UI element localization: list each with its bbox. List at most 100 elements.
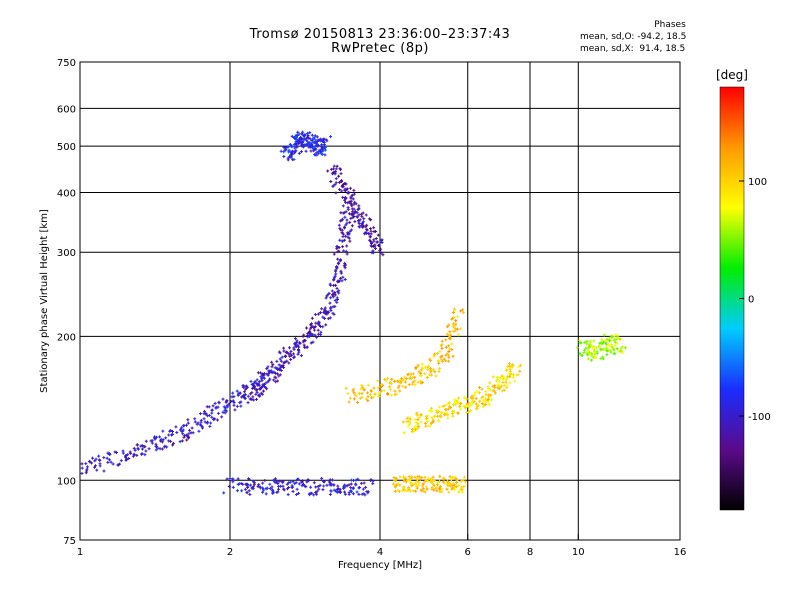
- data-point: [607, 343, 611, 347]
- data-point: [368, 235, 372, 239]
- data-point: [305, 345, 309, 349]
- data-point: [374, 247, 378, 251]
- data-point: [342, 211, 346, 215]
- data-point: [405, 416, 409, 420]
- data-point: [350, 224, 354, 228]
- data-point: [113, 450, 117, 454]
- data-point: [613, 338, 617, 342]
- data-point: [445, 325, 449, 329]
- data-point: [371, 395, 375, 399]
- data-points: [80, 130, 627, 497]
- data-point: [252, 398, 256, 402]
- data-point: [488, 381, 492, 385]
- data-point: [305, 480, 309, 484]
- data-point: [444, 408, 448, 412]
- data-point: [312, 481, 316, 485]
- data-point: [232, 403, 236, 407]
- data-point: [246, 394, 250, 398]
- data-point: [342, 249, 346, 253]
- data-point: [329, 180, 333, 184]
- data-point: [306, 335, 310, 339]
- data-point: [416, 418, 420, 422]
- data-point: [164, 436, 168, 440]
- data-point: [355, 490, 359, 494]
- data-point: [423, 421, 427, 425]
- data-point: [389, 393, 393, 397]
- data-point: [349, 478, 353, 482]
- data-point: [309, 326, 313, 330]
- data-point: [396, 386, 400, 390]
- data-point: [301, 143, 305, 147]
- data-point: [292, 352, 296, 356]
- data-point: [364, 213, 368, 217]
- x-tick-labels: 1 2 4 6 8 10 16: [77, 547, 687, 558]
- data-point: [426, 414, 430, 418]
- data-point: [615, 341, 619, 345]
- data-point: [419, 381, 423, 385]
- data-point: [409, 476, 413, 480]
- data-point: [80, 471, 84, 475]
- data-point: [386, 376, 390, 380]
- data-point: [268, 482, 272, 486]
- data-point: [452, 411, 456, 415]
- data-point: [373, 392, 377, 396]
- colorbar-tick-label: 100: [748, 177, 767, 188]
- data-point: [390, 377, 394, 381]
- data-point: [488, 388, 492, 392]
- data-point: [314, 490, 318, 494]
- data-point: [364, 485, 368, 489]
- data-point: [345, 252, 349, 256]
- data-point: [299, 354, 303, 358]
- data-point: [302, 333, 306, 337]
- data-point: [365, 227, 369, 231]
- data-point: [334, 489, 338, 493]
- data-point: [339, 258, 343, 262]
- data-point: [260, 372, 264, 376]
- data-point: [623, 346, 627, 350]
- data-point: [403, 375, 407, 379]
- data-point: [321, 325, 325, 329]
- data-point: [93, 465, 97, 469]
- data-point: [346, 232, 350, 236]
- data-point: [261, 481, 265, 485]
- data-point: [335, 286, 339, 290]
- colorbar-tick-label: 0: [748, 295, 754, 306]
- data-point: [440, 354, 444, 358]
- chart-title: Tromsø 20150813 23:36:00–23:37:43: [249, 27, 511, 42]
- data-point: [352, 211, 356, 215]
- data-point: [510, 363, 514, 367]
- data-point: [285, 351, 289, 355]
- data-point: [249, 379, 253, 383]
- data-point: [333, 298, 337, 302]
- data-point: [455, 480, 459, 484]
- data-point: [401, 486, 405, 490]
- data-point: [261, 486, 265, 490]
- data-point: [335, 265, 339, 269]
- data-point: [486, 400, 490, 404]
- data-point: [265, 486, 269, 490]
- data-point: [450, 477, 454, 481]
- data-point: [296, 343, 300, 347]
- data-point: [446, 482, 450, 486]
- data-point: [355, 215, 359, 219]
- data-point: [309, 341, 313, 345]
- data-point: [353, 220, 357, 224]
- data-point: [344, 197, 348, 201]
- data-point: [390, 382, 394, 386]
- data-point: [154, 448, 158, 452]
- data-point: [228, 476, 232, 480]
- data-point: [167, 433, 171, 437]
- data-point: [575, 346, 579, 350]
- data-point: [248, 493, 252, 497]
- data-point: [308, 131, 312, 135]
- data-point: [105, 456, 109, 460]
- data-point: [435, 489, 439, 493]
- data-point: [462, 396, 466, 400]
- data-point: [326, 310, 330, 314]
- colorbar-tick-label: -100: [748, 412, 771, 423]
- data-point: [343, 261, 347, 265]
- data-point: [335, 164, 339, 168]
- data-point: [331, 184, 335, 188]
- data-point: [271, 363, 275, 367]
- data-point: [241, 482, 245, 486]
